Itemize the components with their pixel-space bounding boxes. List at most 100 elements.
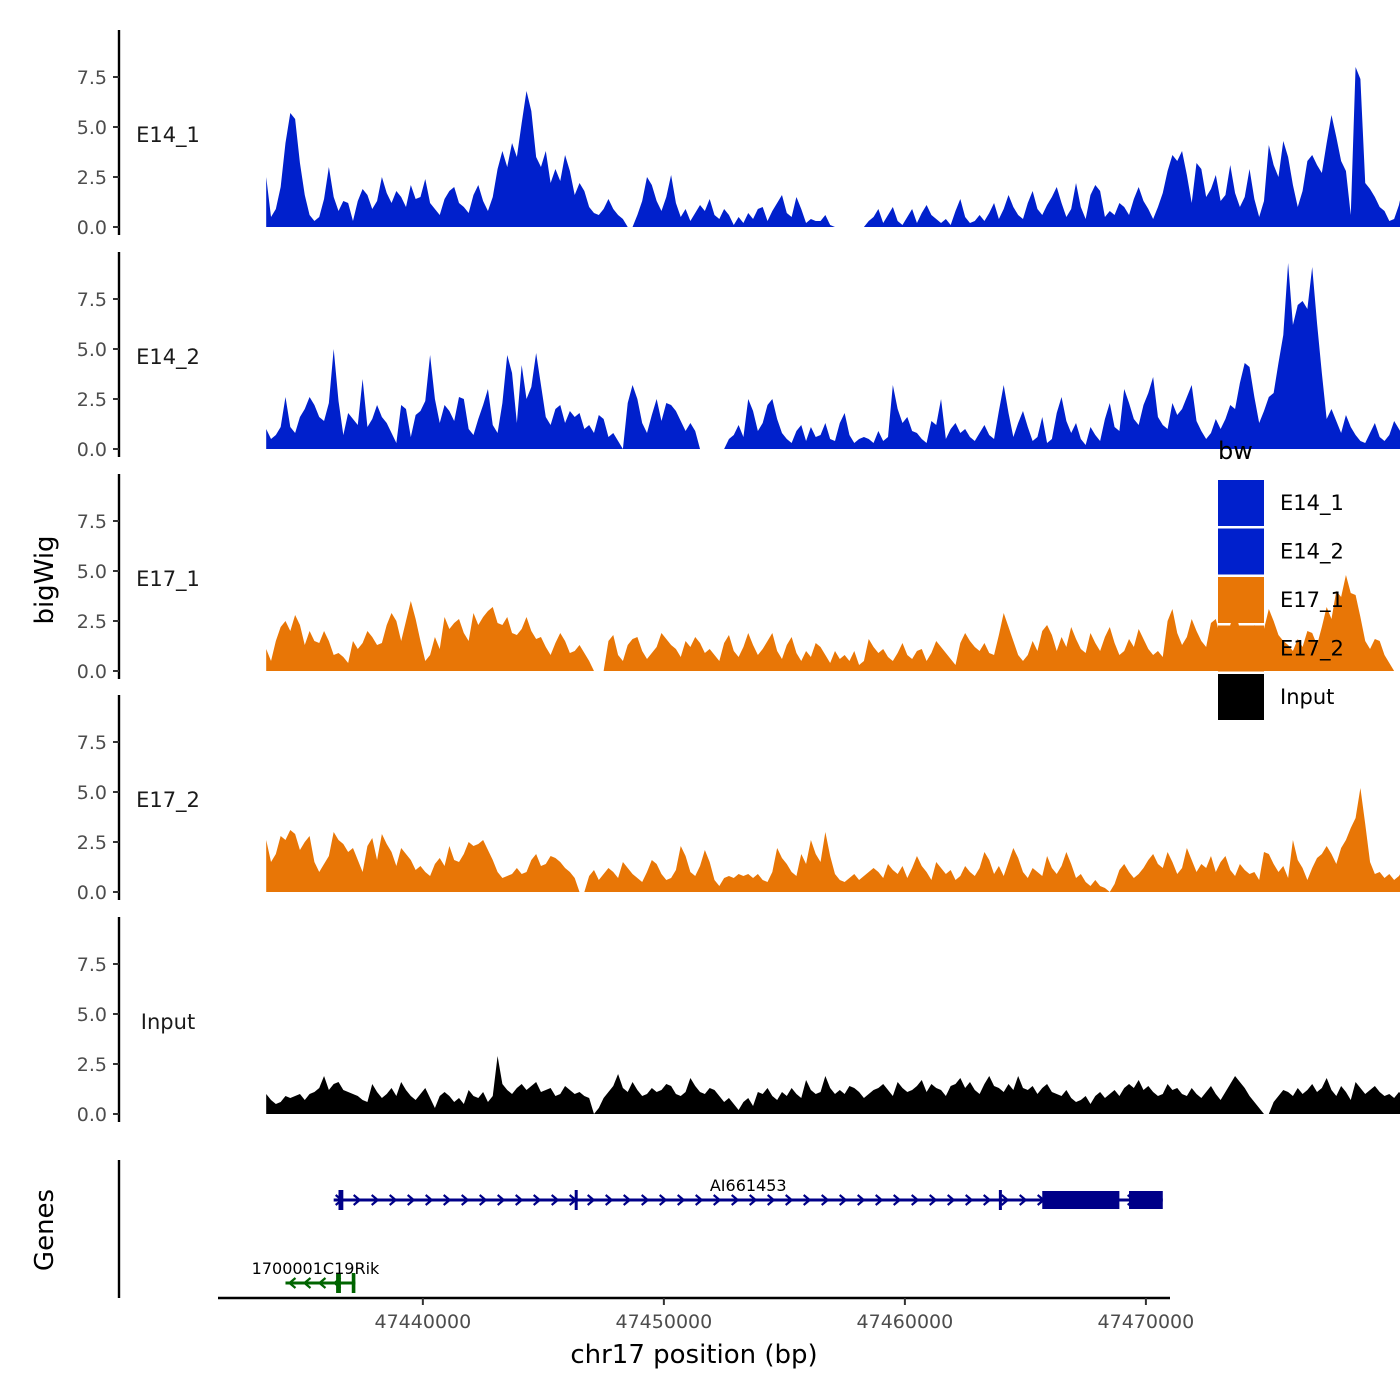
strand-chevron xyxy=(910,1194,920,1206)
strand-chevron xyxy=(784,1194,794,1206)
track-label-Input: Input xyxy=(141,1010,195,1034)
legend-label-E14_1: E14_1 xyxy=(1280,491,1344,516)
x-axis: 47440000 47450000 47460000 47470000 xyxy=(218,1296,1195,1333)
x-axis-title: chr17 position (bp) xyxy=(570,1340,817,1370)
strand-chevron xyxy=(406,1194,416,1206)
legend-label-E17_1: E17_1 xyxy=(1280,588,1344,613)
strand-chevron xyxy=(586,1194,596,1206)
strand-chevron xyxy=(820,1194,830,1206)
strand-chevron xyxy=(748,1194,758,1206)
x-tick-label: 47440000 xyxy=(375,1311,472,1333)
strand-chevron xyxy=(1000,1194,1010,1206)
track-E17_1: 0.0 2.5 5.0 7.5 E17_1 xyxy=(77,474,1400,683)
strand-chevron xyxy=(370,1194,380,1206)
track-label-E14_2: E14_2 xyxy=(136,345,200,370)
y-tick-label: 0.0 xyxy=(77,1104,107,1126)
gene-exon xyxy=(336,1273,341,1293)
y-tick-label: 5.0 xyxy=(77,561,107,583)
track-E14_1: 0.0 2.5 5.0 7.5 E14_1 xyxy=(77,30,1400,239)
gene-label-1700001C19Rik: 1700001C19Rik xyxy=(252,1259,380,1278)
signal-area-Input xyxy=(266,1056,1400,1114)
legend: bw E14_1 E14_2 E17_1 E17_2 Input xyxy=(1218,437,1344,720)
y-tick-label: 0.0 xyxy=(77,439,107,461)
signal-area-E14_1 xyxy=(266,67,1400,227)
gene-label-AI661453: AI661453 xyxy=(710,1176,787,1195)
strand-chevron xyxy=(982,1194,992,1206)
strand-chevron xyxy=(640,1194,650,1206)
strand-chevron xyxy=(856,1194,866,1206)
y-tick-label: 7.5 xyxy=(77,732,107,754)
strand-chevron xyxy=(676,1194,686,1206)
y-axis-title: bigWig xyxy=(30,535,60,624)
strand-chevron xyxy=(388,1194,398,1206)
y-tick-label: 7.5 xyxy=(77,289,107,311)
legend-swatch-Input xyxy=(1218,674,1264,720)
legend-swatch-E17_2 xyxy=(1218,625,1264,672)
gene-exon xyxy=(1042,1191,1120,1209)
strand-chevron xyxy=(352,1194,362,1206)
strand-chevron xyxy=(964,1194,974,1206)
genes-panel: AI661453 1700001C19Rik xyxy=(117,1160,1163,1298)
gene-exon xyxy=(574,1190,578,1210)
strand-chevron xyxy=(1018,1194,1028,1206)
strand-chevron xyxy=(712,1194,722,1206)
strand-chevron xyxy=(532,1194,542,1206)
strand-chevron xyxy=(460,1194,470,1206)
track-Input: 0.0 2.5 5.0 7.5 Input xyxy=(77,917,1400,1126)
x-tick-label: 47470000 xyxy=(1098,1311,1195,1333)
genes-axis-title: Genes xyxy=(30,1189,60,1271)
strand-chevron xyxy=(838,1194,848,1206)
signal-area-E17_1 xyxy=(266,575,1400,671)
strand-chevron xyxy=(442,1194,452,1206)
legend-swatch-E17_1 xyxy=(1218,577,1264,623)
legend-label-E14_2: E14_2 xyxy=(1280,540,1344,565)
y-tick-label: 2.5 xyxy=(77,1054,107,1076)
legend-swatch-E14_1 xyxy=(1218,480,1264,526)
strand-chevron xyxy=(622,1194,632,1206)
strand-chevron xyxy=(694,1194,704,1206)
track-E14_2: 0.0 2.5 5.0 7.5 E14_2 xyxy=(77,252,1400,461)
strand-chevron xyxy=(766,1194,776,1206)
signal-area-E14_2 xyxy=(266,263,1400,449)
y-tick-label: 0.0 xyxy=(77,882,107,904)
y-tick-label: 2.5 xyxy=(77,832,107,854)
x-tick-label: 47450000 xyxy=(616,1311,713,1333)
y-tick-label: 2.5 xyxy=(77,389,107,411)
y-tick-label: 5.0 xyxy=(77,339,107,361)
y-tick-label: 7.5 xyxy=(77,67,107,89)
track-label-E14_1: E14_1 xyxy=(136,123,200,148)
y-tick-label: 7.5 xyxy=(77,511,107,533)
y-tick-label: 5.0 xyxy=(77,117,107,139)
strand-chevron xyxy=(317,1277,327,1289)
y-tick-label: 5.0 xyxy=(77,1004,107,1026)
strand-chevron xyxy=(302,1277,312,1289)
x-tick-label: 47460000 xyxy=(857,1311,954,1333)
y-tick-label: 2.5 xyxy=(77,611,107,633)
y-tick-label: 5.0 xyxy=(77,782,107,804)
gene-exon xyxy=(338,1190,344,1210)
strand-chevron xyxy=(802,1194,812,1206)
strand-chevron xyxy=(874,1194,884,1206)
gene-exon xyxy=(998,1190,1002,1210)
track-label-E17_1: E17_1 xyxy=(136,567,200,592)
track-label-E17_2: E17_2 xyxy=(136,788,200,813)
strand-chevron xyxy=(424,1194,434,1206)
strand-chevron xyxy=(550,1194,560,1206)
strand-chevron xyxy=(946,1194,956,1206)
gene-exon xyxy=(351,1273,356,1293)
bigwig-tracks: 0.0 2.5 5.0 7.5 E14_1 0.0 2.5 5.0 7.5 E14_2 0.0 2.5… xyxy=(77,30,1400,1126)
strand-chevron xyxy=(892,1194,902,1206)
strand-chevron xyxy=(478,1194,488,1206)
legend-label-E17_2: E17_2 xyxy=(1280,637,1344,662)
y-tick-label: 0.0 xyxy=(77,217,107,239)
y-tick-label: 2.5 xyxy=(77,167,107,189)
strand-chevron xyxy=(658,1194,668,1206)
strand-chevron xyxy=(604,1194,614,1206)
legend-label-Input: Input xyxy=(1280,685,1334,709)
legend-title: bw xyxy=(1218,437,1253,465)
y-tick-label: 0.0 xyxy=(77,661,107,683)
strand-chevron xyxy=(496,1194,506,1206)
signal-area-E17_2 xyxy=(266,788,1400,892)
